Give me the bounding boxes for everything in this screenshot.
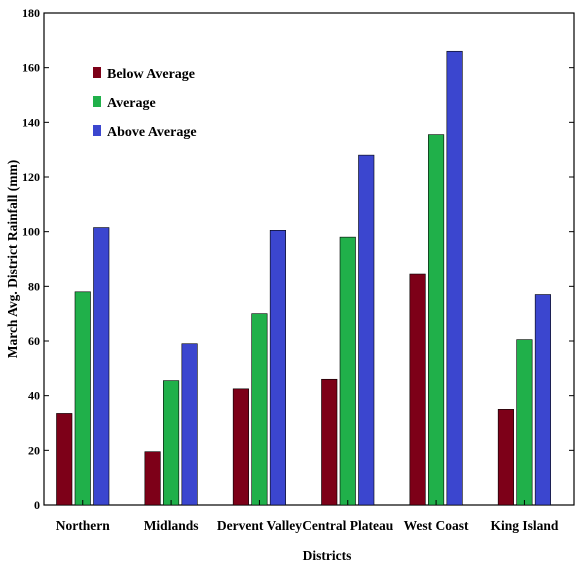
legend-swatch — [93, 67, 101, 78]
y-tick-label: 20 — [28, 443, 40, 457]
y-axis: 0 20 40 60 80 100 120 140 160 180 — [22, 6, 574, 512]
y-tick-label: 100 — [22, 225, 40, 239]
legend-label: Average — [107, 96, 156, 111]
x-tick-label: Midlands — [144, 518, 199, 533]
bar — [163, 380, 180, 506]
y-tick-label: 40 — [28, 389, 40, 403]
x-axis: Northern Midlands Dervent Valley Central Pl… — [56, 500, 559, 533]
bar — [269, 230, 286, 506]
bar — [409, 273, 426, 506]
plot-area — [43, 12, 575, 506]
y-tick-label: 160 — [22, 61, 40, 75]
legend: Below Average Average Above Average — [93, 67, 197, 140]
legend-label: Below Average — [107, 67, 195, 82]
bars — [56, 50, 551, 506]
legend-swatch — [93, 125, 101, 136]
bar — [93, 227, 110, 506]
bar — [428, 134, 445, 506]
x-axis-title: Districts — [303, 548, 352, 563]
x-tick-label: Northern — [56, 518, 110, 533]
bar — [446, 50, 463, 506]
bar — [339, 236, 356, 506]
bar — [534, 294, 551, 506]
bar — [56, 413, 73, 506]
bar — [251, 313, 268, 506]
y-tick-label: 60 — [28, 334, 40, 348]
x-tick-label: Dervent Valley — [217, 518, 302, 533]
bar — [74, 291, 91, 506]
y-axis-title: March Avg. District Rainfall (mm) — [5, 160, 20, 359]
legend-swatch — [93, 96, 101, 107]
plot-frame — [43, 12, 575, 506]
y-tick-label: 140 — [22, 115, 40, 129]
y-tick-label: 0 — [34, 498, 40, 512]
x-tick-label: King Island — [490, 518, 558, 533]
bar — [144, 451, 161, 506]
x-tick-label: West Coast — [404, 518, 469, 533]
y-tick-label: 180 — [22, 6, 40, 20]
x-tick-label: Central Plateau — [302, 518, 394, 533]
y-tick-label: 80 — [28, 279, 40, 293]
y-tick-label: 120 — [22, 170, 40, 184]
bar — [181, 343, 198, 506]
bar — [232, 388, 249, 506]
bar — [497, 409, 514, 506]
bar — [516, 339, 533, 506]
legend-label: Above Average — [107, 125, 197, 140]
bar — [321, 378, 338, 506]
bar — [358, 154, 375, 506]
